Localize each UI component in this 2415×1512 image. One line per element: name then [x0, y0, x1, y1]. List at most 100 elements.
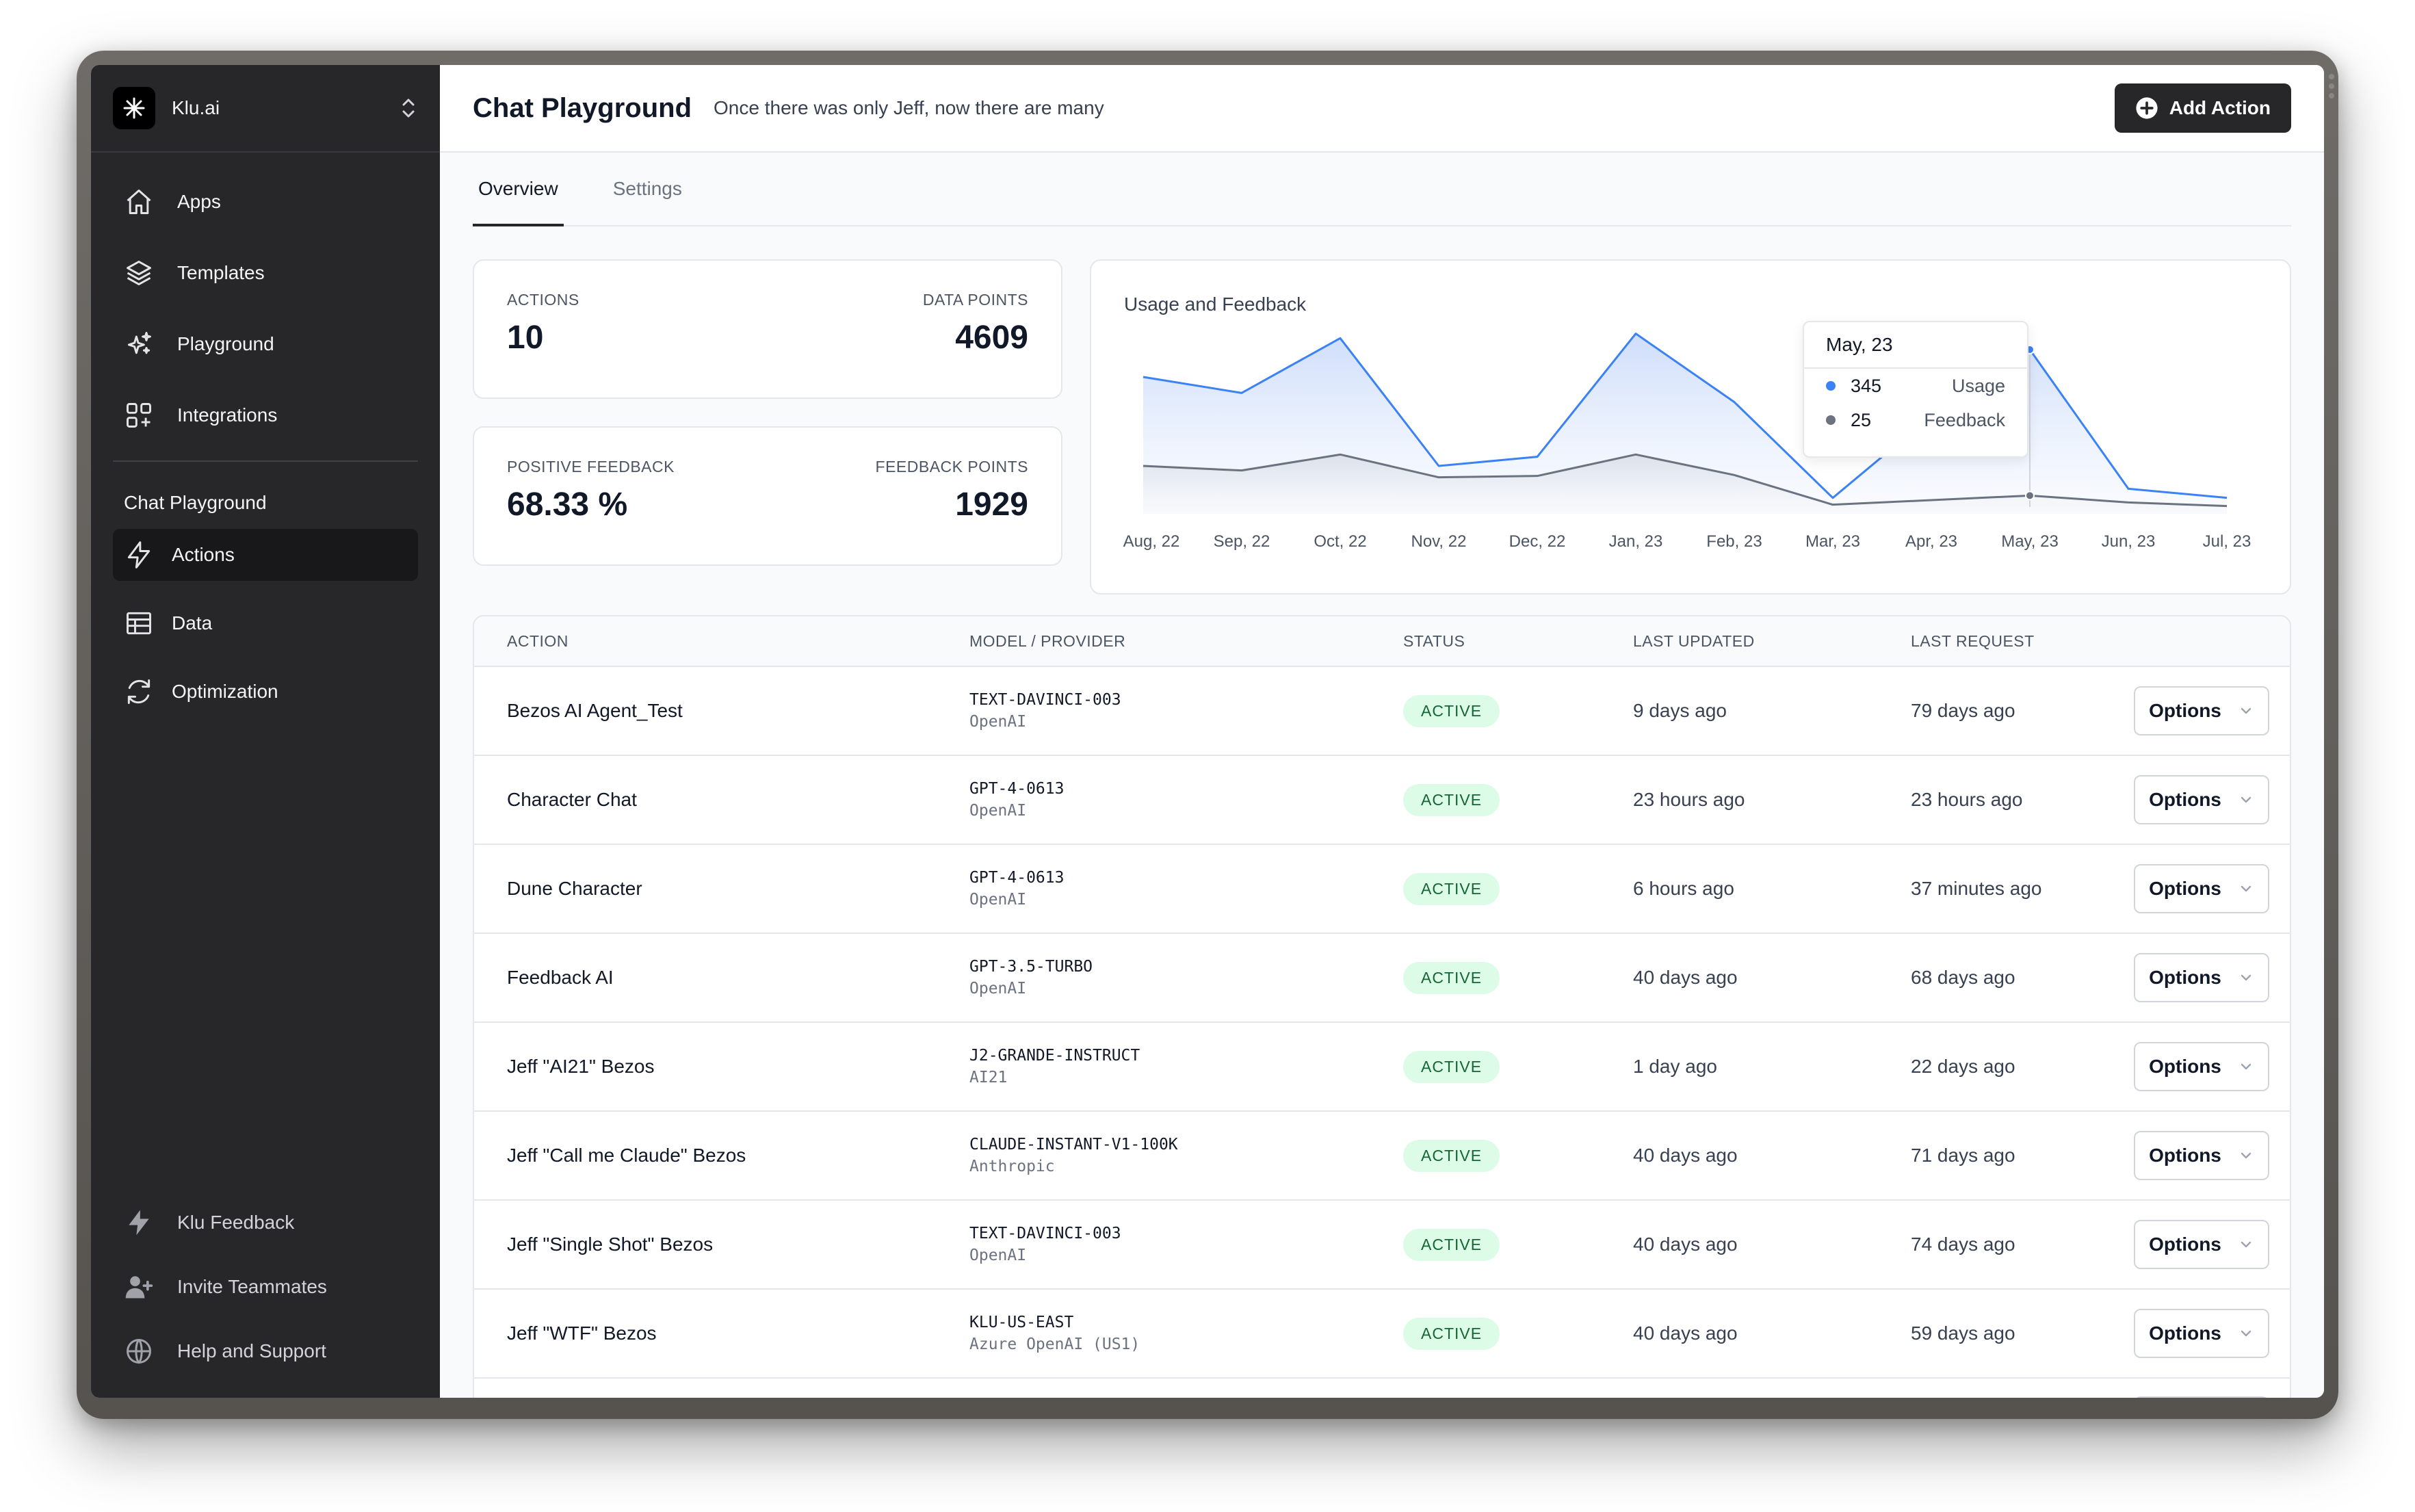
nav-item-templates[interactable]: Templates [113, 247, 418, 299]
grid-plus-icon [127, 403, 151, 428]
status-badge: ACTIVE [1403, 961, 1500, 994]
table-row[interactable]: Bezos AI Agent_Test TEXT-DAVINCI-003 OpenA… [474, 667, 2290, 756]
sidebar-item-data[interactable]: Data [113, 597, 418, 649]
provider-name: OpenAI [969, 713, 1027, 731]
nav-item-apps[interactable]: Apps [113, 176, 418, 228]
tooltip-usage-label: Usage [1951, 375, 2005, 396]
table-row[interactable]: Jeff "Single Shot" Bezos TEXT-DAVINCI-003… [474, 1201, 2290, 1290]
nav-item-integrations[interactable]: Integrations [113, 389, 418, 441]
column-header-action[interactable]: ACTION [507, 631, 569, 650]
options-button[interactable]: Options [2134, 775, 2269, 824]
overview-panel: Overview Settings ACTIONS 10 DATA POINTS… [440, 153, 2324, 1398]
status-badge: ACTIVE [1403, 872, 1500, 905]
sidebar-item-actions[interactable]: Actions [113, 529, 418, 581]
options-button[interactable]: Options [2134, 686, 2269, 735]
bolt-icon [127, 541, 151, 569]
table-row[interactable]: Jeff "WTF" Bezos KLU-US-EAST Azure OpenAI … [474, 1290, 2290, 1379]
options-button[interactable]: Options [2134, 1309, 2269, 1358]
nav-item-playground[interactable]: Playground [113, 318, 418, 370]
klu-feedback-link[interactable]: Klu Feedback [113, 1197, 418, 1249]
x-tick-label: Feb, 23 [1706, 532, 1762, 551]
nav-item-label: Templates [177, 262, 265, 283]
sidebar-footer: Klu Feedback Invite Teammates Help and S… [113, 1184, 418, 1377]
home-icon [127, 190, 151, 214]
tooltip-feedback-value: 25 [1851, 409, 1872, 430]
options-button[interactable]: Options [2134, 1220, 2269, 1269]
main-content: Chat Playground Once there was only Jeff… [440, 65, 2324, 1398]
options-label: Options [2149, 967, 2221, 988]
layers-icon [127, 261, 151, 285]
chevron-down-icon [2241, 974, 2251, 981]
options-button[interactable]: Options [2134, 864, 2269, 913]
feedback-points-value: 1929 [955, 486, 1028, 523]
provider-name: AI21 [969, 1069, 1008, 1086]
table-row[interactable]: Feedback AI GPT-3.5-TURBO OpenAI ACTIVE 40 d… [474, 934, 2290, 1023]
column-header-last-updated[interactable]: LAST UPDATED [1633, 631, 1755, 650]
summary-row: ACTIONS 10 DATA POINTS 4609 POSITIVE FEE… [473, 259, 2291, 595]
table-body: Bezos AI Agent_Test TEXT-DAVINCI-003 OpenA… [474, 667, 2290, 1379]
status-badge: ACTIVE [1403, 694, 1500, 727]
x-tick-label: Sep, 22 [1214, 532, 1270, 551]
options-label: Options [2149, 700, 2221, 721]
invite-teammates-link[interactable]: Invite Teammates [113, 1261, 418, 1313]
column-header-status[interactable]: STATUS [1403, 631, 1465, 650]
status-badge: ACTIVE [1403, 1228, 1500, 1261]
last-request: 71 days ago [1911, 1145, 2015, 1166]
workspace-switcher[interactable]: Klu.ai [91, 65, 440, 153]
bolt-icon [129, 1210, 149, 1236]
provider-name: Anthropic [969, 1158, 1055, 1175]
table-row[interactable]: Jeff "AI21" Bezos J2-GRANDE-INSTRUCT AI21 A… [474, 1023, 2290, 1112]
last-request: 59 days ago [1911, 1322, 2015, 1344]
action-name[interactable]: Jeff "Single Shot" Bezos [507, 1234, 714, 1255]
hover-point-feedback [2025, 491, 2035, 501]
x-tick-label: Jul, 23 [2203, 532, 2251, 551]
model-name: TEXT-DAVINCI-003 [969, 691, 1121, 709]
column-header-model[interactable]: MODEL / PROVIDER [969, 631, 1126, 650]
series-line-usage[interactable] [1143, 333, 2228, 499]
positive-feedback-label: POSITIVE FEEDBACK [507, 458, 675, 475]
action-name[interactable]: Jeff "WTF" Bezos [507, 1322, 657, 1344]
action-name[interactable]: Jeff "Call me Claude" Bezos [507, 1145, 746, 1166]
model-name: CLAUDE-INSTANT-V1-100K [969, 1136, 1178, 1153]
tab-overview[interactable]: Overview [473, 153, 564, 226]
positive-feedback-value: 68.33 % [507, 486, 628, 523]
last-request: 23 hours ago [1911, 789, 2023, 810]
model-name: GPT-4-0613 [969, 780, 1065, 798]
actions-value: 10 [507, 320, 544, 356]
page-header: Chat Playground Once there was only Jeff… [440, 65, 2324, 153]
project-section-label: Chat Playground [124, 492, 267, 513]
tab-settings[interactable]: Settings [612, 178, 682, 199]
status-badge: ACTIVE [1403, 1050, 1500, 1083]
action-name[interactable]: Bezos AI Agent_Test [507, 700, 683, 721]
help-support-link[interactable]: Help and Support [113, 1325, 418, 1377]
app-window: Klu.ai Apps Templates Playground Integra… [91, 65, 2324, 1398]
status-badge: ACTIVE [1403, 783, 1500, 816]
window-resize-handle[interactable] [2329, 74, 2334, 103]
options-label: Options [2149, 1145, 2221, 1166]
options-button[interactable] [2134, 1396, 2269, 1398]
add-action-button[interactable]: Add Action [2114, 83, 2291, 133]
options-button[interactable]: Options [2134, 953, 2269, 1002]
last-request: 74 days ago [1911, 1234, 2015, 1255]
action-name[interactable]: Jeff "AI21" Bezos [507, 1056, 655, 1077]
status-badge: ACTIVE [1403, 1139, 1500, 1172]
options-button[interactable]: Options [2134, 1042, 2269, 1091]
table-row[interactable]: Character Chat GPT-4-0613 OpenAI ACTIVE 23 h… [474, 756, 2290, 845]
table-row[interactable]: Dune Character GPT-4-0613 OpenAI ACTIVE 6 ho… [474, 845, 2290, 934]
provider-name: OpenAI [969, 980, 1027, 998]
column-header-last-request[interactable]: LAST REQUEST [1911, 631, 2035, 650]
table-row[interactable]: Jeff "Call me Claude" Bezos CLAUDE-INSTAN… [474, 1112, 2290, 1201]
chart-tooltip: May, 23 345 Usage 25 Feedback [1803, 321, 2028, 458]
options-button[interactable]: Options [2134, 1131, 2269, 1180]
tab-bar: Overview Settings [473, 153, 2291, 226]
sidebar-item-optimization[interactable]: Optimization [113, 666, 418, 718]
series-line-feedback[interactable] [1143, 453, 2228, 508]
feedback-dot-icon [1826, 415, 1836, 425]
usage-feedback-chart[interactable]: Aug, 22 Sep, 22 Oct, 22 Nov, 22 Dec, 22 Jan, … [1091, 261, 2290, 593]
x-tick-label: Aug, 22 [1123, 532, 1180, 551]
action-name[interactable]: Character Chat [507, 789, 637, 810]
tooltip-title: May, 23 [1804, 322, 2027, 369]
action-name[interactable]: Feedback AI [507, 967, 614, 988]
footer-item-label: Klu Feedback [177, 1212, 295, 1233]
action-name[interactable]: Dune Character [507, 878, 642, 899]
